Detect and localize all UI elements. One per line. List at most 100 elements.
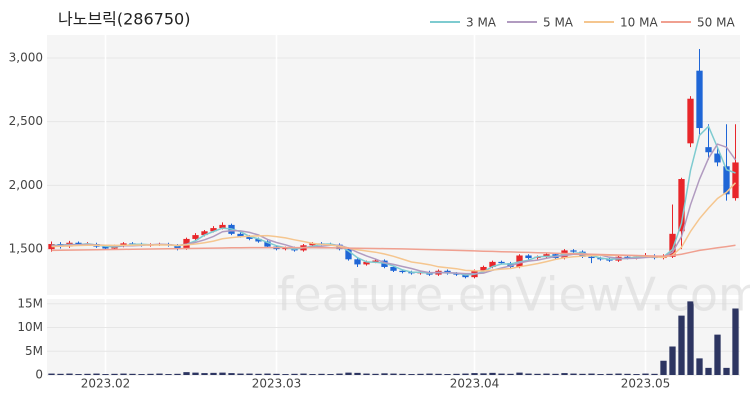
candle-body — [390, 266, 397, 271]
candle-body — [453, 273, 460, 275]
ma-line — [51, 244, 736, 257]
candle-body — [255, 238, 262, 242]
volume-bar — [291, 373, 298, 375]
x-tick-label: 2023.03 — [252, 377, 302, 391]
volume-bar — [633, 374, 640, 375]
volume-bar — [444, 374, 451, 375]
price-panel — [48, 49, 739, 279]
volume-bar — [363, 373, 370, 375]
volume-bar — [417, 373, 424, 375]
volume-bar — [453, 373, 460, 375]
volume-bar — [84, 373, 91, 375]
volume-bar — [426, 373, 433, 375]
volume-bar — [336, 373, 343, 375]
volume-bar — [345, 372, 352, 375]
volume-bar — [606, 373, 613, 375]
volume-bar — [624, 373, 631, 375]
legend-label: 50 MA — [697, 16, 735, 30]
volume-bar — [309, 374, 316, 375]
candle-body — [219, 224, 226, 229]
volume-bar — [165, 374, 172, 375]
legend-label: 5 MA — [543, 16, 574, 30]
candle-body — [309, 243, 316, 246]
price-plot-bg — [47, 35, 740, 295]
candle-body — [399, 270, 406, 273]
volume-bar — [120, 373, 127, 375]
volume-bar — [588, 373, 595, 375]
volume-bar — [183, 372, 190, 375]
x-tick-label: 2023.05 — [621, 377, 671, 391]
candle-body — [489, 261, 496, 267]
volume-bar — [408, 374, 415, 375]
x-tick-label: 2023.02 — [81, 377, 131, 391]
volume-bar — [390, 373, 397, 375]
candle-body — [498, 261, 505, 264]
volume-bar — [273, 373, 280, 375]
volume-bar — [246, 373, 253, 375]
volume-bar — [219, 372, 226, 375]
volume-bar — [102, 374, 109, 375]
y-tick-label: 2,500 — [9, 114, 43, 128]
volume-bar — [318, 373, 325, 375]
volume-bar — [579, 373, 586, 375]
candle-body — [669, 233, 676, 257]
y-tick-label: 1,500 — [9, 242, 43, 256]
candle-body — [678, 179, 685, 232]
candle-body — [264, 241, 271, 247]
volume-bar — [660, 360, 667, 375]
candle-body — [507, 263, 514, 267]
watermark: feature.enViewV.com — [277, 268, 750, 322]
volume-bar — [201, 373, 208, 375]
volume-bar — [372, 373, 379, 375]
volume-plot-bg — [47, 299, 740, 375]
volume-bar — [516, 372, 523, 375]
candle-body — [624, 256, 631, 259]
volume-bar — [534, 373, 541, 375]
candle-body — [696, 70, 703, 129]
volume-bar — [75, 374, 82, 375]
volume-panel — [48, 301, 739, 375]
volume-bar — [732, 308, 739, 375]
volume-bar — [480, 373, 487, 375]
candle-body — [345, 249, 352, 260]
candle-body — [462, 274, 469, 278]
volume-bar — [399, 373, 406, 375]
candle-body — [102, 246, 109, 249]
volume-bar — [174, 373, 181, 375]
volume-bar — [237, 373, 244, 375]
volume-bar — [57, 373, 64, 375]
volume-bar — [696, 358, 703, 375]
grid: 1,500 2,000 2,500 3,000 2023.02 2023.03 2023.0… — [9, 35, 740, 391]
candle-body — [246, 236, 253, 239]
volume-bar — [192, 372, 199, 375]
volume-bar — [669, 346, 676, 375]
volume-bar — [354, 372, 361, 375]
candle-body — [525, 255, 532, 259]
volume-bar — [651, 373, 658, 375]
legend-label: 10 MA — [620, 16, 658, 30]
y-tick-label: 0 — [35, 368, 43, 382]
candle-body — [480, 266, 487, 271]
volume-bar — [507, 373, 514, 375]
volume-bar — [552, 373, 559, 375]
volume-bar — [462, 373, 469, 375]
volume-bar — [489, 372, 496, 375]
volume-bar — [282, 374, 289, 375]
volume-bar — [264, 373, 271, 375]
candle-body — [363, 261, 370, 265]
y-tick-label: 2,000 — [9, 178, 43, 192]
candle-body — [174, 245, 181, 249]
candle-body — [588, 256, 595, 259]
volume-bar — [678, 315, 685, 375]
candle-body — [723, 166, 730, 195]
volume-bar — [525, 373, 532, 375]
candle-body — [543, 254, 550, 257]
volume-bar — [705, 367, 712, 375]
y-tick-label: 3,000 — [9, 50, 43, 64]
candle-body — [201, 231, 208, 236]
volume-bar — [66, 373, 73, 375]
candle-body — [705, 147, 712, 153]
volume-bar — [300, 373, 307, 375]
candle-body — [570, 250, 577, 252]
